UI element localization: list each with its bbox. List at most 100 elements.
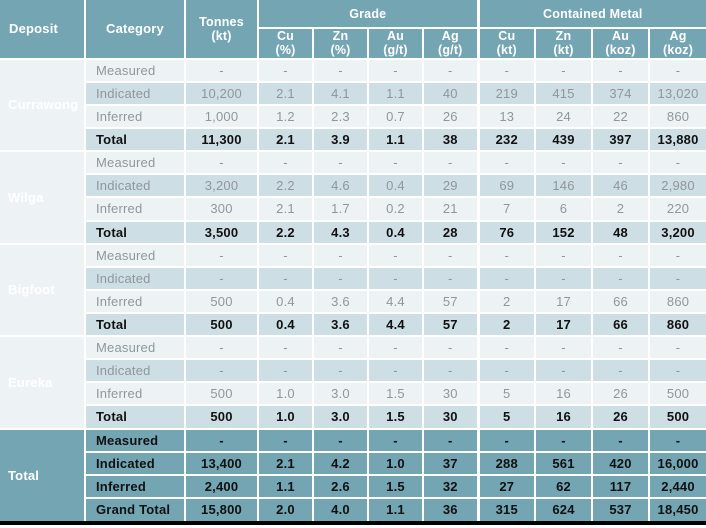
category-cell: Total xyxy=(84,404,186,430)
metal-au-label: Au xyxy=(611,29,630,43)
category-cell: Total xyxy=(84,219,186,245)
metal-au-unit: (koz) xyxy=(605,43,636,58)
value-cell: - xyxy=(421,358,480,384)
value-cell: 29 xyxy=(421,173,480,199)
value-cell: - xyxy=(591,265,651,291)
value-cell: 26 xyxy=(591,404,651,430)
value-cell: - xyxy=(367,150,424,176)
value-cell: 420 xyxy=(591,450,651,476)
value-cell: 3,500 xyxy=(184,219,259,245)
grade-zn-unit: (%) xyxy=(330,43,351,58)
value-cell: - xyxy=(534,150,594,176)
value-cell: 3.0 xyxy=(312,404,369,430)
value-cell: 860 xyxy=(648,103,706,130)
value-cell: 10,200 xyxy=(184,80,259,106)
value-cell: - xyxy=(421,150,480,176)
value-cell: 397 xyxy=(591,127,651,153)
value-cell: - xyxy=(591,150,651,176)
value-cell: - xyxy=(648,242,706,268)
value-cell: 415 xyxy=(534,80,594,106)
table-row: Total 3,500 2.2 4.3 0.4 28 76 152 48 3,200 xyxy=(0,219,706,245)
value-cell: - xyxy=(421,427,480,453)
value-cell: 2,980 xyxy=(648,173,706,199)
value-cell: 16 xyxy=(534,381,594,407)
value-cell: 18,450 xyxy=(648,496,706,523)
value-cell: 439 xyxy=(534,127,594,153)
value-cell: 16,000 xyxy=(648,450,706,476)
value-cell: - xyxy=(257,358,314,384)
value-cell: 3.6 xyxy=(312,311,369,338)
table-row: Bigfoot Measured - - - - - - - - - xyxy=(0,242,706,338)
value-cell: 220 xyxy=(648,196,706,222)
value-cell: 2 xyxy=(476,288,537,314)
value-cell: 30 xyxy=(421,381,480,407)
table-row: Eureka Measured - - - - - - - - - xyxy=(0,335,706,430)
value-cell: 17 xyxy=(534,288,594,314)
value-cell: - xyxy=(591,335,651,361)
value-cell: 561 xyxy=(534,450,594,476)
value-cell: 57 xyxy=(421,311,480,338)
metal-zn-label: Zn xyxy=(555,29,572,43)
value-cell: 15,800 xyxy=(184,496,259,523)
value-cell: 1.1 xyxy=(367,496,424,523)
contained-metal-group-header: Contained Metal xyxy=(476,0,706,29)
value-cell: 4.1 xyxy=(312,80,369,106)
category-cell: Indicated xyxy=(84,450,186,476)
value-cell: - xyxy=(312,335,369,361)
value-cell: - xyxy=(312,265,369,291)
table-row: Indicated 10,200 2.1 4.1 1.1 40 219 415 374 13,02… xyxy=(0,80,706,106)
value-cell: 16 xyxy=(534,404,594,430)
table-row: Total 500 0.4 3.6 4.4 57 2 17 66 860 xyxy=(0,311,706,338)
value-cell: 1.5 xyxy=(367,473,424,499)
table-row: Indicated 13,400 2.1 4.2 1.0 37 288 561 420 16,00… xyxy=(0,450,706,476)
value-cell: - xyxy=(534,427,594,453)
value-cell: 1.0 xyxy=(367,450,424,476)
value-cell: - xyxy=(591,57,651,83)
category-cell: Measured xyxy=(84,150,186,176)
value-cell: 232 xyxy=(476,127,537,153)
value-cell: 66 xyxy=(591,311,651,338)
value-cell: 0.4 xyxy=(257,311,314,338)
value-cell: - xyxy=(476,242,537,268)
value-cell: 2,400 xyxy=(184,473,259,499)
value-cell: 3,200 xyxy=(184,173,259,199)
value-cell: - xyxy=(367,358,424,384)
value-cell: - xyxy=(648,57,706,83)
value-cell: 500 xyxy=(184,381,259,407)
value-cell: 0.4 xyxy=(257,288,314,314)
table-row: Indicated 3,200 2.2 4.6 0.4 29 69 146 46 2,980 xyxy=(0,173,706,199)
deposit-cell: Wilga xyxy=(0,150,86,245)
grade-ag-label: Ag xyxy=(441,29,459,43)
value-cell: - xyxy=(184,57,259,83)
value-cell: - xyxy=(312,150,369,176)
value-cell: - xyxy=(476,358,537,384)
category-column-header: Category xyxy=(84,0,186,60)
table-row: Inferred 500 0.4 3.6 4.4 57 2 17 66 860 xyxy=(0,288,706,314)
value-cell: - xyxy=(476,427,537,453)
grade-au-header: Au (g/t) xyxy=(367,27,424,60)
value-cell: 2.3 xyxy=(312,103,369,130)
value-cell: 37 xyxy=(421,450,480,476)
value-cell: 2.2 xyxy=(257,173,314,199)
category-cell: Total xyxy=(84,311,186,338)
grade-cu-label: Cu xyxy=(276,29,295,43)
value-cell: - xyxy=(312,427,369,453)
table-row: Total 500 1.0 3.0 1.5 30 5 16 26 500 xyxy=(0,404,706,430)
metal-cu-unit: (kt) xyxy=(496,43,517,58)
value-cell: 0.4 xyxy=(367,219,424,245)
value-cell: - xyxy=(591,427,651,453)
value-cell: 27 xyxy=(476,473,537,499)
value-cell: 374 xyxy=(591,80,651,106)
grade-au-unit: (g/t) xyxy=(383,43,408,58)
table-row: Currawong Measured - - - - - - - - - xyxy=(0,57,706,153)
grade-au-label: Au xyxy=(386,29,405,43)
value-cell: 500 xyxy=(648,404,706,430)
value-cell: 537 xyxy=(591,496,651,523)
value-cell: 13 xyxy=(476,103,537,130)
category-cell: Indicated xyxy=(84,80,186,106)
table-row: Indicated - - - - - - - - - xyxy=(0,265,706,291)
category-cell: Indicated xyxy=(84,265,186,291)
value-cell: 5 xyxy=(476,404,537,430)
category-cell: Inferred xyxy=(84,196,186,222)
